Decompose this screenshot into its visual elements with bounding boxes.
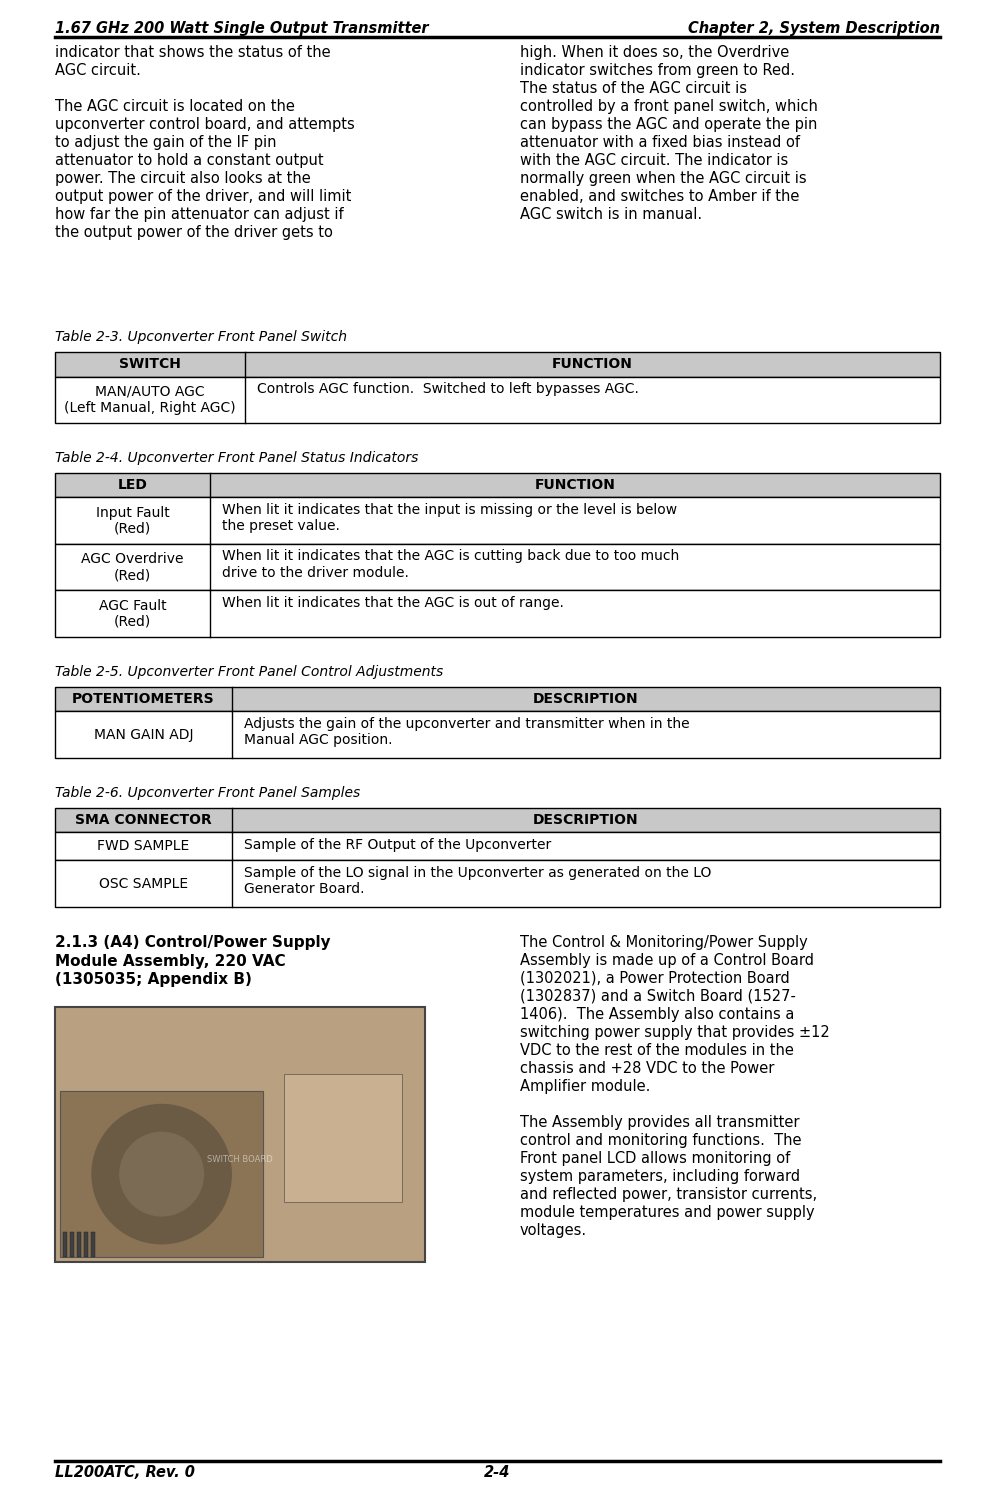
Text: SWITCH BOARD: SWITCH BOARD (207, 1156, 272, 1165)
Text: MAN GAIN ADJ: MAN GAIN ADJ (93, 727, 193, 742)
Text: indicator that shows the status of the
AGC circuit.

The AGC circuit is located : indicator that shows the status of the A… (55, 45, 355, 240)
Text: The Control & Monitoring/Power Supply
Assembly is made up of a Control Board
(13: The Control & Monitoring/Power Supply As… (520, 935, 829, 1238)
Text: DESCRIPTION: DESCRIPTION (533, 814, 638, 827)
Text: LL200ATC, Rev. 0: LL200ATC, Rev. 0 (55, 1465, 195, 1480)
Bar (55, 808, 939, 833)
Bar (55, 712, 939, 758)
Text: 2.1.3 (A4) Control/Power Supply
Module Assembly, 220 VAC
(1305035; Appendix B): 2.1.3 (A4) Control/Power Supply Module A… (55, 935, 330, 987)
Text: 1.67 GHz 200 Watt Single Output Transmitter: 1.67 GHz 200 Watt Single Output Transmit… (55, 21, 428, 36)
Bar (60, 1091, 263, 1257)
Circle shape (91, 1105, 231, 1244)
Bar (55, 376, 939, 423)
Text: FWD SAMPLE: FWD SAMPLE (97, 839, 190, 854)
Bar (55, 473, 939, 497)
Bar (55, 591, 939, 638)
Text: Table 2-4. Upconverter Front Panel Status Indicators: Table 2-4. Upconverter Front Panel Statu… (55, 451, 417, 464)
Text: LED: LED (117, 478, 147, 493)
Text: Table 2-6. Upconverter Front Panel Samples: Table 2-6. Upconverter Front Panel Sampl… (55, 785, 360, 800)
Text: DESCRIPTION: DESCRIPTION (533, 693, 638, 706)
Text: OSC SAMPLE: OSC SAMPLE (98, 876, 188, 891)
Text: 2-4: 2-4 (484, 1465, 510, 1480)
Bar (83, 1232, 87, 1257)
Text: Adjusts the gain of the upconverter and transmitter when in the
Manual AGC posit: Adjusts the gain of the upconverter and … (244, 717, 689, 746)
Text: MAN/AUTO AGC
(Left Manual, Right AGC): MAN/AUTO AGC (Left Manual, Right AGC) (65, 385, 236, 415)
Text: Controls AGC function.  Switched to left bypasses AGC.: Controls AGC function. Switched to left … (257, 382, 638, 396)
Text: Sample of the LO signal in the Upconverter as generated on the LO
Generator Boar: Sample of the LO signal in the Upconvert… (244, 866, 711, 896)
Bar (55, 833, 939, 860)
Text: When lit it indicates that the AGC is cutting back due to too much
drive to the : When lit it indicates that the AGC is cu… (222, 549, 679, 579)
Text: When lit it indicates that the input is missing or the level is below
the preset: When lit it indicates that the input is … (222, 503, 676, 533)
Text: SMA CONNECTOR: SMA CONNECTOR (76, 814, 212, 827)
Text: Input Fault
(Red): Input Fault (Red) (95, 506, 169, 536)
Text: Chapter 2, System Description: Chapter 2, System Description (687, 21, 939, 36)
Text: FUNCTION: FUNCTION (534, 478, 614, 493)
Text: Sample of the RF Output of the Upconverter: Sample of the RF Output of the Upconvert… (244, 838, 551, 853)
Text: SWITCH: SWITCH (119, 357, 181, 372)
Bar (70, 1232, 74, 1257)
Bar (55, 1006, 424, 1262)
Text: Table 2-3. Upconverter Front Panel Switch: Table 2-3. Upconverter Front Panel Switc… (55, 330, 347, 343)
Bar (55, 352, 939, 376)
Bar (90, 1232, 94, 1257)
Text: When lit it indicates that the AGC is out of range.: When lit it indicates that the AGC is ou… (222, 596, 564, 611)
Text: Table 2-5. Upconverter Front Panel Control Adjustments: Table 2-5. Upconverter Front Panel Contr… (55, 664, 442, 679)
Text: AGC Fault
(Red): AGC Fault (Red) (98, 599, 166, 629)
Text: AGC Overdrive
(Red): AGC Overdrive (Red) (82, 552, 184, 582)
Text: high. When it does so, the Overdrive
indicator switches from green to Red.
The s: high. When it does so, the Overdrive ind… (520, 45, 817, 222)
Bar (284, 1075, 402, 1202)
Bar (77, 1232, 81, 1257)
Bar (55, 543, 939, 591)
Bar (55, 687, 939, 712)
Bar (55, 860, 939, 908)
Bar (63, 1232, 67, 1257)
Text: POTENTIOMETERS: POTENTIOMETERS (73, 693, 215, 706)
Bar (55, 497, 939, 543)
Text: FUNCTION: FUNCTION (552, 357, 632, 372)
Circle shape (119, 1132, 203, 1215)
